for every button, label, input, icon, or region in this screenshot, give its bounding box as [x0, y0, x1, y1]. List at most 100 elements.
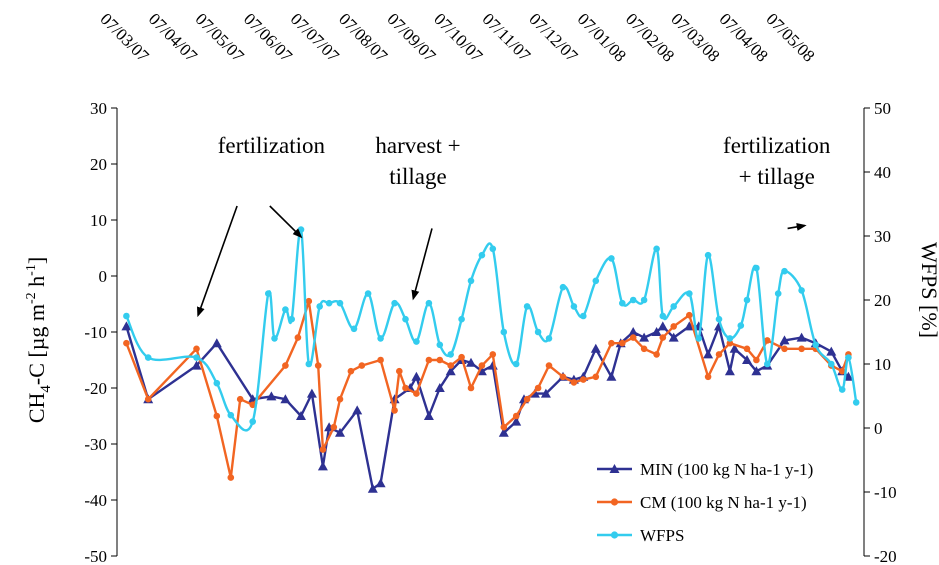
y-right-tick-label: 40: [874, 163, 891, 182]
data-point: [434, 383, 445, 392]
date-label: 07/11/07: [479, 9, 535, 65]
series-line: [125, 228, 858, 432]
data-point: [545, 335, 553, 342]
data-point: [317, 461, 328, 471]
data-point: [391, 299, 398, 307]
data-point: [826, 346, 837, 356]
data-point: [402, 315, 409, 323]
annotation-text: tillage: [389, 164, 446, 189]
annotation-arrow: [787, 222, 807, 231]
data-point: [413, 338, 420, 345]
y-right-tick-label: -20: [874, 547, 897, 565]
data-point: [325, 299, 333, 307]
data-point: [358, 362, 366, 369]
data-point: [447, 351, 455, 358]
data-point: [336, 299, 344, 307]
data-point: [280, 394, 291, 404]
y-right-tick-label: 0: [874, 419, 883, 438]
data-point: [288, 315, 296, 323]
data-point: [852, 399, 860, 406]
data-point: [540, 388, 551, 398]
data-point: [653, 245, 660, 253]
data-point: [316, 303, 324, 310]
date-label: 07/03/08: [667, 9, 723, 65]
data-point: [764, 360, 771, 368]
data-point: [123, 312, 130, 320]
legend: MIN (100 kg N ha-1 y-1) CM (100 kg N ha-1…: [597, 460, 813, 545]
series-layer: [121, 226, 860, 493]
annotation-text: + tillage: [739, 164, 815, 189]
data-point: [592, 373, 600, 381]
data-point: [191, 360, 202, 370]
y-left-tick-label: 10: [90, 211, 107, 230]
data-point: [330, 423, 338, 431]
data-point: [314, 362, 322, 369]
data-point: [236, 395, 244, 403]
data-point: [123, 339, 130, 347]
data-point: [640, 345, 648, 353]
data-point: [413, 390, 420, 397]
series-1: [123, 297, 852, 481]
date-label: 07/05/07: [192, 9, 249, 66]
data-point: [436, 341, 444, 349]
data-point: [402, 384, 409, 392]
data-point: [512, 360, 520, 368]
data-point: [249, 418, 256, 425]
data-point: [282, 306, 289, 313]
data-point: [523, 303, 531, 310]
data-point: [838, 367, 846, 375]
data-point: [523, 395, 531, 403]
annotation-arrow: [411, 228, 433, 301]
data-point: [753, 356, 760, 364]
legend-label: CM (100 kg N ha-1 y-1): [640, 493, 807, 512]
data-point: [781, 345, 788, 353]
annotation-layer: fertilization harvest + tillage fertilizati…: [197, 133, 831, 318]
legend-label: MIN (100 kg N ha-1 y-1): [640, 460, 813, 479]
y-left-tick-label: -10: [84, 323, 107, 342]
data-point: [590, 343, 601, 353]
data-point: [684, 321, 695, 331]
data-point: [796, 332, 807, 342]
data-point: [478, 251, 486, 259]
data-point: [742, 355, 752, 364]
data-point: [715, 351, 723, 358]
annotation-text: harvest +: [375, 133, 460, 158]
y-axis-left: -50 -40 -30 -20 -10 0 10 20 30: [84, 99, 117, 565]
data-point: [559, 373, 567, 381]
data-point: [724, 366, 735, 376]
y-left-tick-label: -30: [84, 435, 107, 454]
data-point: [227, 474, 235, 481]
y-right-tick-label: 50: [874, 99, 891, 118]
data-point: [764, 337, 771, 344]
data-point: [653, 351, 660, 358]
data-point: [629, 334, 637, 341]
data-point: [265, 290, 272, 297]
data-point: [845, 354, 852, 361]
date-label: 07/06/07: [240, 9, 297, 66]
data-point: [466, 357, 476, 367]
data-point: [534, 384, 542, 392]
data-point: [500, 423, 508, 431]
date-axis: 07/03/0707/04/0707/05/0707/06/0707/07/07…: [96, 9, 818, 66]
data-point: [779, 335, 790, 345]
data-point: [296, 411, 306, 420]
data-point: [619, 299, 626, 307]
legend-swatch-marker: [609, 464, 620, 473]
data-point: [743, 345, 751, 353]
data-point: [266, 391, 277, 401]
data-point: [297, 226, 305, 233]
y-axis-title-left: CH4-C [µg m-2 h-1]: [24, 257, 54, 423]
y-axis-title-right: WFPS [%]: [917, 242, 939, 338]
data-point: [619, 339, 626, 347]
date-label: 07/05/08: [762, 9, 818, 65]
data-point: [500, 328, 508, 336]
date-label: 07/03/07: [96, 9, 153, 66]
data-point: [628, 327, 639, 336]
data-point: [703, 349, 714, 359]
date-label: 07/08/07: [335, 9, 392, 66]
data-point: [651, 327, 662, 336]
data-point: [352, 405, 363, 415]
data-point: [391, 407, 398, 414]
data-point: [282, 362, 289, 369]
date-label: 07/01/08: [574, 9, 630, 65]
